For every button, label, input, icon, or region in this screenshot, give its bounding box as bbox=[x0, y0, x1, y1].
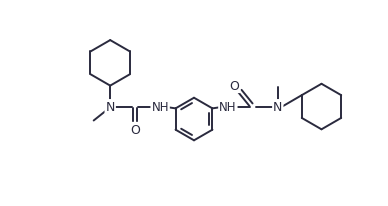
Text: O: O bbox=[130, 123, 140, 136]
Text: N: N bbox=[106, 101, 115, 114]
Text: N: N bbox=[273, 101, 282, 114]
Text: NH: NH bbox=[219, 101, 237, 114]
Text: NH: NH bbox=[151, 101, 169, 114]
Text: O: O bbox=[230, 80, 239, 93]
